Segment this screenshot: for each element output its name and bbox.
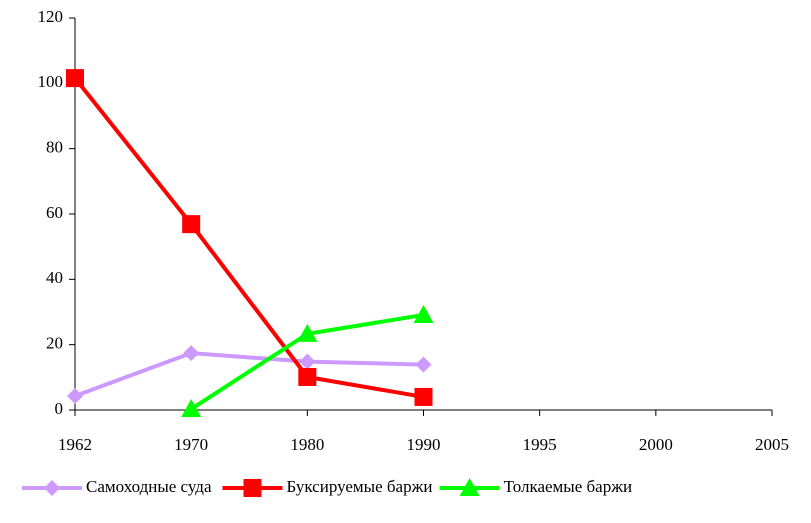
data-point xyxy=(415,356,432,373)
data-point xyxy=(297,323,318,342)
data-point xyxy=(183,345,200,362)
y-tick-label: 100 xyxy=(38,72,64,91)
y-tick-label: 40 xyxy=(46,268,63,287)
x-tick-label: 2000 xyxy=(639,435,673,454)
x-tick-label: 1962 xyxy=(58,435,92,454)
data-point xyxy=(181,399,202,418)
data-point xyxy=(414,387,433,406)
legend-label: Буксируемые баржи xyxy=(287,477,433,496)
data-point xyxy=(413,304,434,323)
y-tick-label: 60 xyxy=(46,203,63,222)
legend-label: Толкаемые баржи xyxy=(504,477,632,496)
x-tick-label: 2005 xyxy=(755,435,789,454)
data-point xyxy=(66,69,84,88)
x-tick-label: 1995 xyxy=(523,435,557,454)
x-tick-label: 1970 xyxy=(174,435,208,454)
y-tick-label: 20 xyxy=(46,334,63,353)
x-tick-label: 1980 xyxy=(290,435,324,454)
data-point xyxy=(298,368,317,387)
y-tick-label: 0 xyxy=(55,399,64,418)
series-line xyxy=(74,351,424,398)
series-line xyxy=(73,76,424,399)
legend-label: Самоходные суда xyxy=(86,477,212,496)
legend-swatch-marker xyxy=(243,479,262,497)
data-point xyxy=(182,215,201,234)
y-tick-label: 80 xyxy=(46,138,63,157)
data-point xyxy=(299,353,316,370)
y-tick-label: 120 xyxy=(38,7,64,26)
legend-swatch-marker xyxy=(44,480,60,496)
legend-swatch-marker xyxy=(459,478,480,496)
x-tick-label: 1990 xyxy=(407,435,441,454)
data-point xyxy=(67,387,83,404)
